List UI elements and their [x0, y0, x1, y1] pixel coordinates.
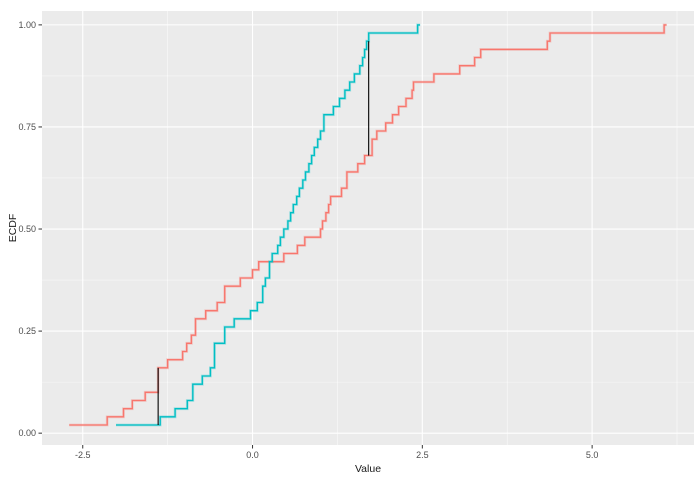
- plot-panel: [42, 11, 694, 445]
- x-axis-title: Value: [354, 463, 382, 475]
- x-tick-label: -2.5: [75, 450, 91, 460]
- x-tick-label: 5.0: [586, 450, 599, 460]
- y-tick-label: 0.00: [18, 428, 36, 438]
- y-axis-title: ECDF: [7, 213, 19, 243]
- y-tick-label: 0.75: [18, 122, 36, 132]
- x-tick-label: 0.0: [246, 450, 259, 460]
- teal-sample-ecdf: [116, 24, 421, 426]
- y-tick-label: 0.50: [18, 224, 36, 234]
- y-tick-label: 1.00: [18, 20, 36, 30]
- x-tick-label: 2.5: [416, 450, 429, 460]
- y-tick-label: 0.25: [18, 326, 36, 336]
- red-sample-ecdf: [69, 24, 667, 426]
